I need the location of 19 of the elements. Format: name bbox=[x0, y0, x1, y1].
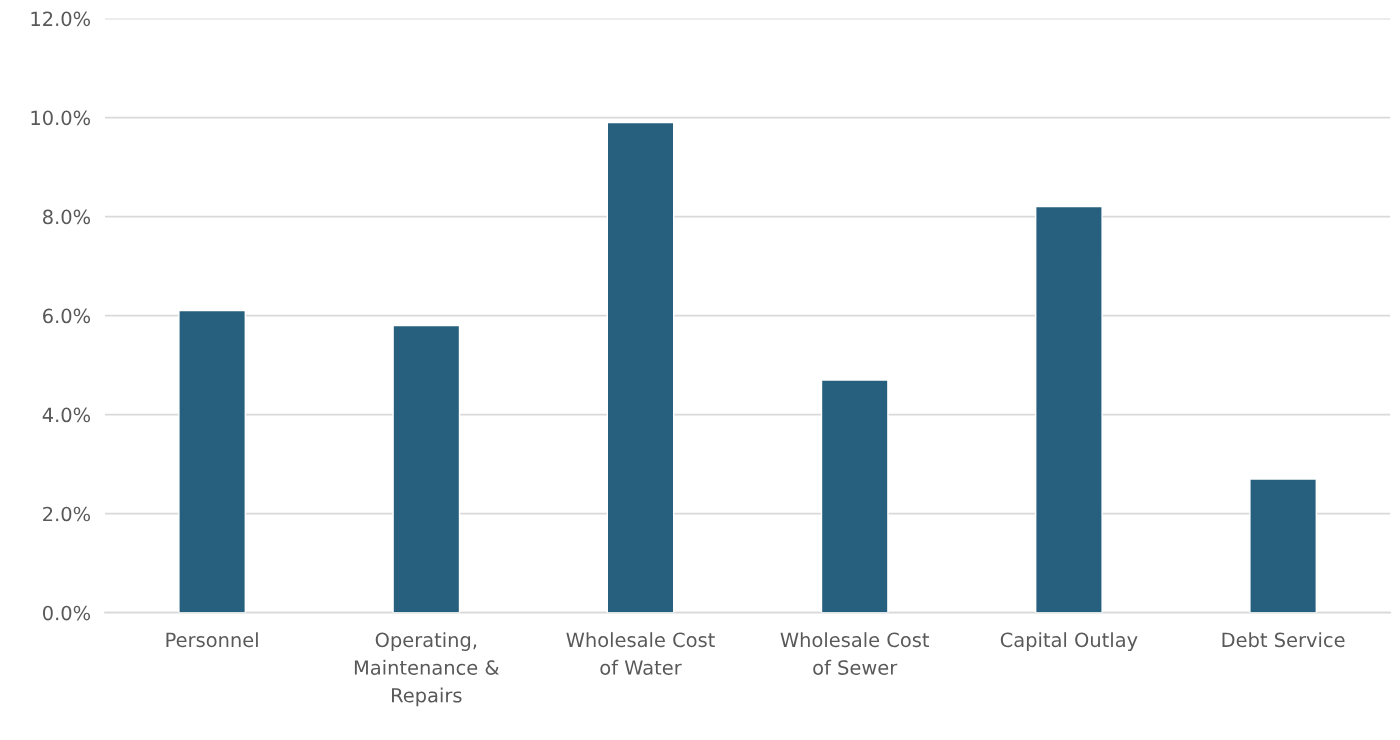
y-tick-label: 6.0% bbox=[43, 308, 91, 324]
x-tick-label: Capital Outlay bbox=[1000, 632, 1138, 651]
bar bbox=[820, 379, 889, 613]
bar bbox=[178, 309, 246, 613]
y-tick-label: 10.0% bbox=[31, 110, 91, 126]
y-tick-label: 8.0% bbox=[43, 209, 91, 225]
bar bbox=[392, 324, 461, 613]
bar bbox=[606, 121, 675, 613]
y-tick-label: 4.0% bbox=[42, 407, 91, 423]
x-tick-label: Wholesale Cost of Sewer bbox=[780, 632, 930, 675]
x-tick-label: Operating, Maintenance & Repairs bbox=[354, 632, 499, 707]
x-tick-label: Personnel bbox=[166, 632, 258, 648]
x-tick-label: Debt Service bbox=[1222, 632, 1345, 648]
x-tick-label: Wholesale Cost of Water bbox=[566, 632, 715, 675]
y-tick-label: 2.0% bbox=[43, 506, 91, 522]
bar bbox=[1249, 478, 1317, 613]
y-tick-label: 0.0% bbox=[43, 605, 91, 621]
y-tick-label: 12.0% bbox=[31, 11, 91, 27]
bar bbox=[1035, 205, 1103, 613]
